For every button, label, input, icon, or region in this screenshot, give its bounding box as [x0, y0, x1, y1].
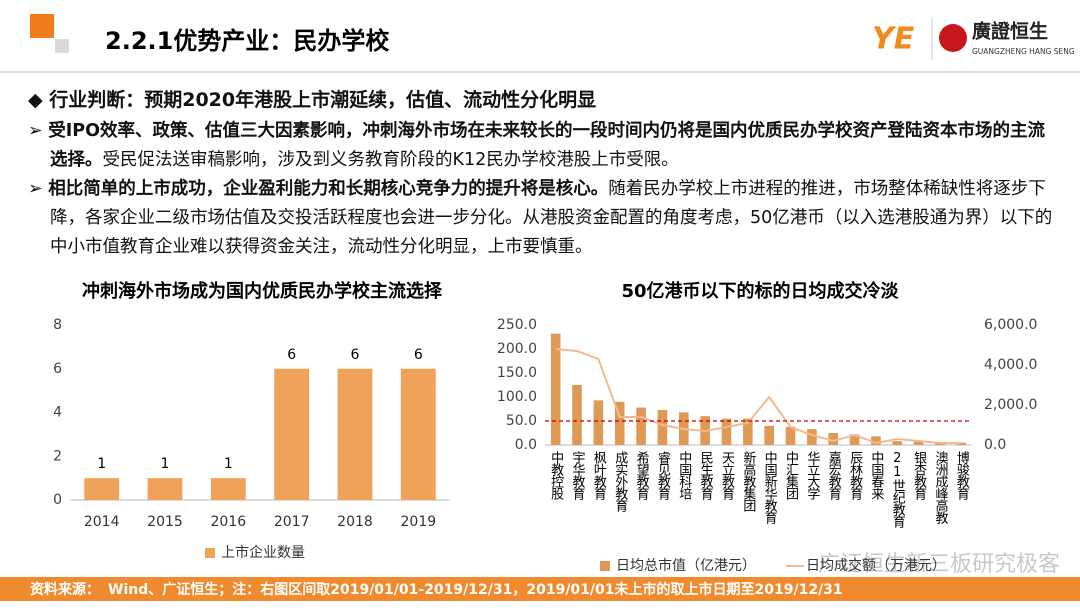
x-tick-label: 2016 — [211, 514, 247, 530]
bar — [892, 441, 903, 445]
y-tick-label: 4 — [53, 405, 62, 421]
bar — [849, 434, 860, 445]
x-tick-label: 博骏教育 — [954, 451, 970, 501]
x-tick-label: 中国春来 — [868, 451, 884, 500]
bar — [764, 425, 774, 445]
x-tick-label: 民生教育 — [698, 451, 714, 501]
bar — [785, 426, 796, 445]
bullet-bold: 受IPO效率、政策、估值三大因素影响，冲刺海外市场在未来较长的一段时间内仍将是国… — [48, 121, 1045, 170]
y2-tick-label: 0.0 — [984, 437, 1006, 453]
bar — [147, 478, 183, 500]
x-tick-label: 2014 — [84, 514, 120, 530]
bullet-text: 受民促法送审稿影响，涉及到义务教育阶段的K12民办学校港股上市受限。 — [102, 150, 679, 170]
y-tick-label: 8 — [53, 317, 62, 333]
x-tick-label: 中国新华教育 — [762, 451, 778, 525]
bar — [721, 418, 732, 445]
y2-tick-label: 6,000.0 — [984, 317, 1037, 333]
bullet-heading: ◆ 行业判断：预期2020年港股上市潮延续，估值、流动性分化明显 — [28, 89, 597, 111]
bar — [636, 407, 646, 445]
x-tick-label: 澳洲成峰高教 — [932, 450, 948, 524]
slide-title: 2.2.1优势产业：民办学校 — [105, 27, 390, 55]
legend-label: 日均总市值（亿港元） — [616, 557, 756, 574]
x-tick-label: 天立教育 — [719, 451, 735, 501]
legend-label: 日均成交额（万港元） — [806, 557, 946, 574]
y-tick-label: 6 — [53, 361, 62, 377]
y-tick-label: 100.0 — [497, 389, 537, 405]
bullet-item: ➢ 受IPO效率、政策、估值三大因素影响，冲刺海外市场在未来较长的一段时间内仍将… — [28, 121, 1045, 170]
legend-swatch — [205, 548, 215, 558]
bullet-bold: 相比简单的上市成功，企业盈利能力和长期核心竞争力的提升将是核心。 — [48, 179, 609, 199]
logo-subtitle: GUANGZHENG HANG SENG — [972, 47, 1075, 56]
bullet-text: 随着民办学校上市进程的推进，市场整体稀缺性将逐步下降，各家企业二级市场估值及交投… — [50, 179, 1053, 257]
data-label: 1 — [161, 456, 170, 472]
logo-emblem — [939, 24, 967, 52]
footer-bar — [0, 577, 1080, 601]
data-label: 1 — [224, 456, 233, 472]
deco-square — [55, 39, 69, 53]
x-tick-label: 希望教育 — [634, 451, 650, 501]
x-tick-label: 银杏教育 — [911, 451, 927, 501]
bar — [593, 400, 604, 445]
logo-mark: YE — [872, 22, 915, 57]
deco-square — [30, 14, 54, 38]
y-tick-label: 150.0 — [497, 365, 537, 381]
legend-swatch — [600, 561, 610, 571]
y2-tick-label: 4,000.0 — [984, 357, 1037, 373]
x-tick-label: 嘉宏教育 — [826, 451, 842, 501]
data-label: 6 — [351, 347, 360, 363]
bar — [743, 418, 753, 445]
data-label: 6 — [414, 347, 423, 363]
data-label: 1 — [97, 456, 106, 472]
bar — [400, 368, 436, 500]
x-tick-label: 2018 — [337, 514, 373, 530]
y-tick-label: 250.0 — [497, 317, 537, 333]
y-tick-label: 0 — [53, 492, 62, 508]
x-tick-label: 中教控股 — [548, 451, 564, 501]
chart-title: 冲刺海外市场成为国内优质民办学校主流选择 — [82, 280, 443, 302]
y-tick-label: 50.0 — [506, 413, 537, 429]
y-tick-label: 0.0 — [515, 437, 537, 453]
x-tick-label: 中国科培 — [676, 451, 692, 500]
x-tick-label: 2017 — [274, 514, 310, 530]
x-tick-label: 21世纪教育 — [890, 451, 906, 529]
bar — [614, 401, 625, 445]
line-series — [555, 348, 962, 445]
bullet-item: ➢ 相比简单的上市成功，企业盈利能力和长期核心竞争力的提升将是核心。随着民办学校… — [28, 179, 1053, 257]
bar — [84, 478, 120, 500]
y2-tick-label: 2,000.0 — [984, 397, 1037, 413]
bar — [807, 429, 817, 445]
bar — [871, 436, 881, 445]
logo-name: 廣證恒生 — [972, 20, 1048, 43]
bar — [828, 433, 839, 445]
data-label: 6 — [287, 347, 296, 363]
x-tick-label: 枫叶教育 — [591, 451, 607, 501]
bar — [657, 409, 668, 445]
bullets: ◆ 行业判断：预期2020年港股上市潮延续，估值、流动性分化明显 ➢ 受IPO效… — [28, 86, 1058, 262]
x-tick-label: 2019 — [401, 514, 437, 530]
legend-label: 上市企业数量 — [221, 544, 305, 561]
watermark: 广证恒生新三板研究极客 — [818, 552, 1060, 577]
y-tick-label: 2 — [53, 448, 62, 464]
chart-title: 50亿港币以下的标的日均成交冷淡 — [621, 280, 899, 302]
x-tick-label: 中汇集团 — [783, 451, 799, 500]
footer-label: 资料来源： — [30, 581, 100, 598]
bar — [913, 441, 924, 445]
bar — [572, 385, 582, 445]
footer-text: Wind、广证恒生；注：右图区间取2019/01/01-2019/12/31，2… — [108, 581, 843, 598]
x-tick-label: 新高教集团 — [740, 450, 756, 512]
x-tick-label: 华立大学 — [804, 451, 820, 500]
x-tick-label: 成实外教育 — [612, 451, 628, 513]
bar — [210, 478, 246, 500]
y-tick-label: 200.0 — [497, 341, 537, 357]
heading-text: 行业判断：预期2020年港股上市潮延续，估值、流动性分化明显 — [49, 89, 597, 111]
x-tick-label: 宇华教育 — [570, 451, 586, 501]
x-tick-label: 辰林教育 — [847, 451, 863, 501]
x-tick-label: 睿见教育 — [655, 451, 671, 501]
bar — [337, 368, 373, 500]
bar — [550, 333, 561, 445]
x-tick-label: 2015 — [147, 514, 183, 530]
bar — [274, 368, 310, 500]
